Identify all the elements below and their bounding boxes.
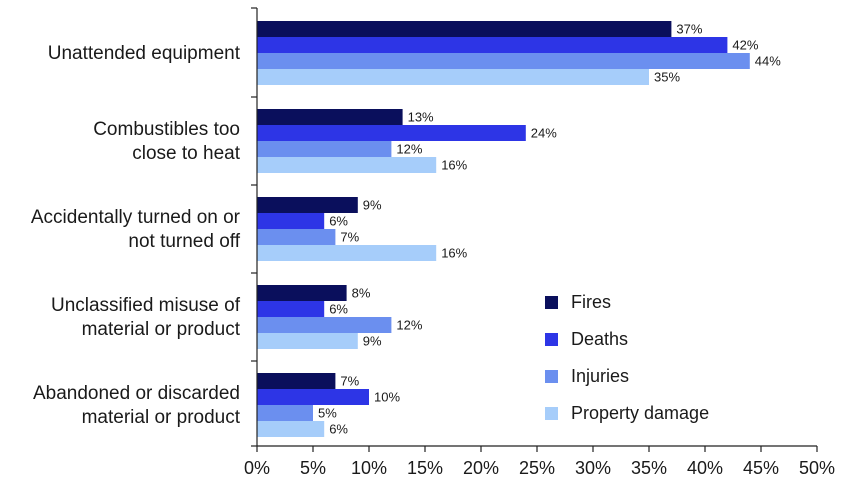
data-label: 35% <box>654 70 680 85</box>
data-label: 24% <box>531 126 557 141</box>
data-label: 16% <box>441 158 467 173</box>
data-label: 6% <box>329 214 348 229</box>
data-label: 16% <box>441 246 467 261</box>
bar-property-damage-4 <box>257 421 325 437</box>
bar-property-damage-3 <box>257 333 358 349</box>
category-labels-group: Unattended equipment Combustibles too clos… <box>31 43 241 428</box>
category-label: Accidentally turned on or not turned off <box>31 207 241 252</box>
bar-injuries-3 <box>257 317 392 333</box>
x-tick-label: 30% <box>575 458 611 478</box>
data-label: 10% <box>374 390 400 405</box>
data-labels-group: 37%42%44%35%13%24%12%16%9%6%7%16%8%6%12%… <box>318 22 781 437</box>
data-label: 5% <box>318 406 337 421</box>
category-label: Unclassified misuse of material or produc… <box>51 295 241 340</box>
data-label: 13% <box>408 110 434 125</box>
bar-property-damage-1 <box>257 157 437 173</box>
legend: Fires Deaths Injuries Property damage <box>545 292 709 423</box>
bar-deaths-2 <box>257 213 325 229</box>
category-label: Unattended equipment <box>48 43 241 64</box>
data-label: 42% <box>732 38 758 53</box>
bar-property-damage-0 <box>257 69 649 85</box>
x-tick-label: 35% <box>631 458 667 478</box>
bar-injuries-4 <box>257 405 313 421</box>
bar-fires-1 <box>257 109 403 125</box>
x-tick-label: 20% <box>463 458 499 478</box>
bar-injuries-1 <box>257 141 392 157</box>
bar-fires-4 <box>257 373 336 389</box>
legend-label: Property damage <box>571 403 709 423</box>
bars-group <box>257 21 750 437</box>
data-label: 9% <box>363 198 382 213</box>
data-label: 7% <box>340 374 359 389</box>
legend-swatch-property-damage <box>545 407 558 420</box>
bar-injuries-2 <box>257 229 336 245</box>
legend-label: Injuries <box>571 366 629 386</box>
data-label: 7% <box>340 230 359 245</box>
x-tick-label: 10% <box>351 458 387 478</box>
category-label: Combustibles too close to heat <box>93 119 241 164</box>
data-label: 9% <box>363 334 382 349</box>
legend-swatch-fires <box>545 296 558 309</box>
legend-label: Fires <box>571 292 611 312</box>
data-label: 8% <box>352 286 371 301</box>
bar-deaths-4 <box>257 389 369 405</box>
x-tick-label: 45% <box>743 458 779 478</box>
legend-swatch-injuries <box>545 370 558 383</box>
x-tick-label: 0% <box>244 458 270 478</box>
x-tick-label: 5% <box>300 458 326 478</box>
bar-property-damage-2 <box>257 245 437 261</box>
bar-deaths-3 <box>257 301 325 317</box>
legend-swatch-deaths <box>545 333 558 346</box>
x-tick-label: 25% <box>519 458 555 478</box>
data-label: 12% <box>396 142 422 157</box>
data-label: 6% <box>329 302 348 317</box>
bar-fires-3 <box>257 285 347 301</box>
bar-deaths-1 <box>257 125 526 141</box>
data-label: 6% <box>329 422 348 437</box>
x-tick-label: 40% <box>687 458 723 478</box>
data-label: 12% <box>396 318 422 333</box>
data-label: 37% <box>676 22 702 37</box>
x-tick-label: 15% <box>407 458 443 478</box>
bar-injuries-0 <box>257 53 750 69</box>
x-tick-label: 50% <box>799 458 835 478</box>
category-label: Abandoned or discarded material or produc… <box>33 383 241 428</box>
bar-fires-0 <box>257 21 672 37</box>
data-label: 44% <box>755 54 781 69</box>
legend-label: Deaths <box>571 329 628 349</box>
bar-fires-2 <box>257 197 358 213</box>
bar-deaths-0 <box>257 37 728 53</box>
axes-group: 0% 5% 10% 15% 20% 25% 30% 35% 40% 45% 50% <box>244 7 835 478</box>
